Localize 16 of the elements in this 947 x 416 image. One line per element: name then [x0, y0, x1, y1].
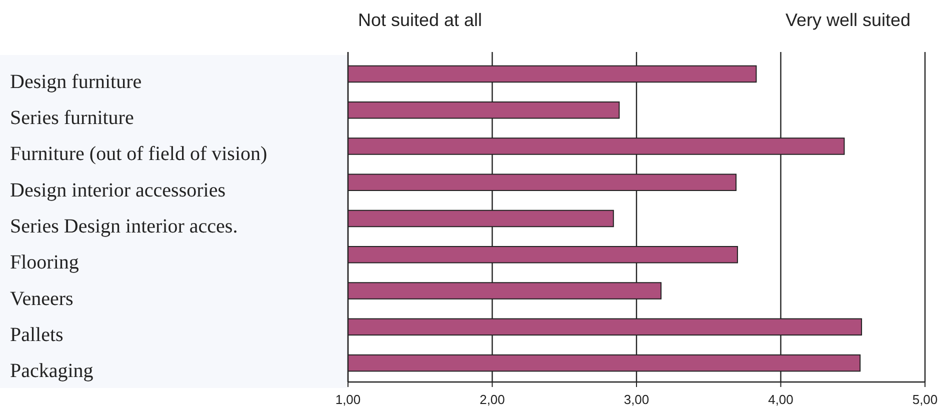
y-tick-label: Series furniture: [10, 107, 134, 130]
y-tick-label: Flooring: [10, 252, 79, 274]
y-tick-label: Pallets: [10, 324, 64, 346]
y-tick-label: Veneers: [10, 288, 74, 310]
x-tick-label: 4,00: [768, 392, 794, 407]
x-tick-label: 3,00: [624, 392, 650, 407]
x-tick-label: 5,00: [912, 392, 938, 407]
x-tick-label: 1,00: [335, 392, 361, 407]
y-tick-label: Furniture (out of field of vision): [10, 143, 268, 166]
y-tick-label: Design interior accessories: [10, 179, 226, 202]
y-tick-label: Packaging: [10, 360, 94, 382]
x-tick-label: 2,00: [480, 392, 505, 407]
y-tick-label: Series Design interior acces.: [10, 216, 238, 238]
y-tick-label: Design furniture: [10, 70, 142, 93]
text: Not suited at all: [358, 10, 482, 30]
text: Very well suited: [785, 10, 911, 30]
